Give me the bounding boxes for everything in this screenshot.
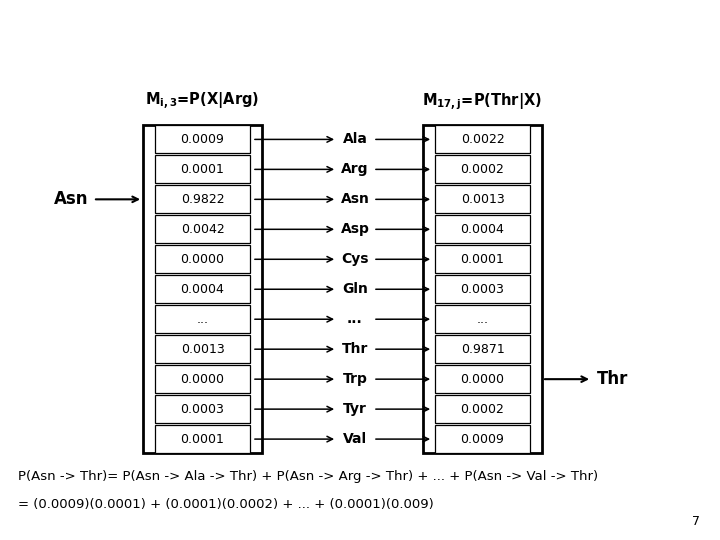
Text: 0.0009: 0.0009 [181, 133, 225, 146]
Bar [155, 395, 250, 423]
Bar [435, 156, 530, 184]
Text: 0.0001: 0.0001 [181, 433, 225, 446]
Bar [435, 395, 530, 423]
Text: 0.9871: 0.9871 [461, 343, 505, 356]
Text: 7: 7 [692, 515, 700, 528]
Text: 0.0004: 0.0004 [181, 283, 225, 296]
Text: 0.0009: 0.0009 [461, 433, 505, 446]
Text: Arg: Arg [341, 163, 369, 177]
Text: 0.9822: 0.9822 [181, 193, 225, 206]
Text: 0.0000: 0.0000 [181, 373, 225, 386]
Bar [435, 215, 530, 244]
Bar [435, 125, 530, 153]
Text: 0.0001: 0.0001 [181, 163, 225, 176]
Text: Tyr: Tyr [343, 402, 367, 416]
Bar [155, 275, 250, 303]
Text: Gln: Gln [342, 282, 368, 296]
Text: 0.0002: 0.0002 [461, 403, 505, 416]
Bar [435, 245, 530, 273]
Bar [155, 215, 250, 244]
Bar [435, 305, 530, 333]
Text: 0.0000: 0.0000 [461, 373, 505, 386]
Bar [435, 365, 530, 393]
Bar [155, 156, 250, 184]
Text: 0.0004: 0.0004 [461, 223, 505, 236]
Text: Thr: Thr [597, 370, 629, 388]
Text: 0.0001: 0.0001 [461, 253, 505, 266]
Text: 0.0002: 0.0002 [461, 163, 505, 176]
Bar [435, 425, 530, 453]
Text: ...: ... [197, 313, 209, 326]
Text: Cys: Cys [341, 252, 369, 266]
Bar [155, 365, 250, 393]
Bar [155, 125, 250, 153]
Bar [155, 335, 250, 363]
Text: Trp: Trp [343, 372, 367, 386]
Text: Asn: Asn [53, 190, 88, 208]
Text: Extrapolation of the PAM series from PAM001: Extrapolation of the PAM series from PAM… [9, 11, 450, 30]
Text: $\mathbf{M_{17,j}}$=P(Thr|X): $\mathbf{M_{17,j}}$=P(Thr|X) [423, 92, 543, 112]
Text: 0.0003: 0.0003 [461, 283, 505, 296]
Text: 0.0042: 0.0042 [181, 223, 225, 236]
Text: Val: Val [343, 432, 367, 446]
Text: Ala: Ala [343, 132, 367, 146]
Bar [155, 245, 250, 273]
Bar [435, 275, 530, 303]
Bar [155, 305, 250, 333]
Text: ...: ... [347, 312, 363, 326]
Bar [423, 125, 542, 453]
Bar [435, 185, 530, 213]
Text: ...: ... [477, 313, 488, 326]
Text: Asp: Asp [341, 222, 369, 237]
Bar [155, 185, 250, 213]
Text: 0.0013: 0.0013 [461, 193, 505, 206]
Text: $\mathbf{M_{i,3}}$=P(X|Arg): $\mathbf{M_{i,3}}$=P(X|Arg) [145, 91, 260, 112]
Text: 0.0013: 0.0013 [181, 343, 225, 356]
Bar [435, 335, 530, 363]
Text: Thr: Thr [342, 342, 368, 356]
Text: P(Asn -> Thr)= P(Asn -> Ala -> Thr) + P(Asn -> Arg -> Thr) + ... + P(Asn -> Val : P(Asn -> Thr)= P(Asn -> Ala -> Thr) + P(… [18, 470, 598, 483]
Bar [155, 425, 250, 453]
Text: Asn: Asn [341, 192, 369, 206]
Text: = (0.0009)(0.0001) + (0.0001)(0.0002) + ... + (0.0001)(0.009): = (0.0009)(0.0001) + (0.0001)(0.0002) + … [18, 498, 433, 511]
Text: 0.0003: 0.0003 [181, 403, 225, 416]
Text: 0.0022: 0.0022 [461, 133, 505, 146]
Text: 0.0000: 0.0000 [181, 253, 225, 266]
Bar [143, 125, 262, 453]
